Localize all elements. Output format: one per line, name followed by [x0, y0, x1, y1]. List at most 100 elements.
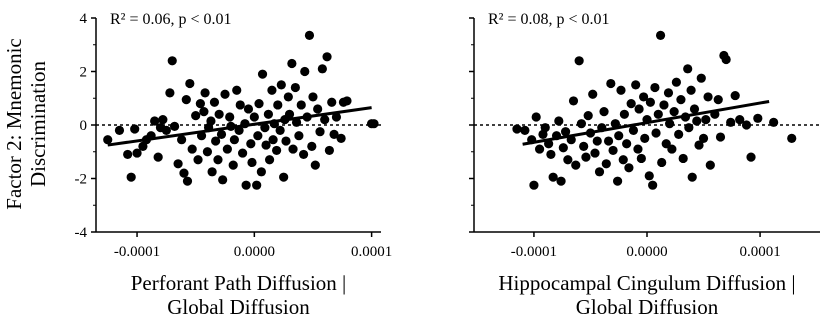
left-panel: -4 -2 0 2 4 -0.0001 0.0000 0.0001 R² = 0.06, p <… [75, 11, 393, 319]
right-data-point [531, 112, 541, 122]
left-data-point [167, 56, 177, 66]
left-data-point [238, 148, 248, 158]
right-data-point [689, 104, 700, 114]
left-data-point [225, 112, 235, 122]
right-data-point [721, 54, 731, 65]
left-data-point [247, 157, 257, 168]
right-data-point [520, 125, 530, 135]
left-data-point [214, 109, 224, 119]
left-data-point [218, 175, 228, 185]
left-data-point [273, 100, 283, 110]
left-data-point [260, 123, 270, 133]
left-data-point [103, 135, 113, 145]
left-data-point [246, 139, 256, 149]
left-data-point [296, 100, 306, 110]
left-data-point [232, 85, 242, 95]
right-data-point [753, 113, 763, 123]
left-data-point [229, 135, 239, 145]
right-data-point [678, 153, 688, 164]
left-data-point [313, 104, 323, 114]
left-data-point [317, 64, 327, 74]
right-data-point [671, 77, 681, 87]
left-data-point [256, 167, 266, 177]
right-data-point [663, 88, 674, 98]
right-data-point [726, 117, 736, 127]
right-data-point [579, 141, 589, 151]
right-data-point [669, 107, 679, 117]
right-x-tick-label: 0.0000 [626, 244, 667, 260]
left-data-point [281, 136, 291, 146]
right-data-point [592, 136, 602, 146]
left-x-axis-label-line-1: Perforant Path Diffusion | [131, 271, 347, 295]
right-data-point [683, 64, 693, 74]
left-data-point [126, 172, 136, 182]
left-data-point [191, 111, 201, 121]
right-data-point [730, 90, 740, 101]
right-data-point [741, 120, 752, 130]
left-data-point [284, 109, 295, 119]
left-data-point [206, 116, 216, 126]
left-data-point [267, 85, 277, 95]
right-data-point [703, 92, 713, 102]
left-data-point [324, 145, 334, 156]
right-data-point [554, 116, 564, 126]
right-data-point [546, 149, 556, 160]
left-data-point [252, 180, 262, 190]
right-data-point [684, 123, 694, 133]
left-data-point [177, 135, 187, 145]
right-data-point [571, 160, 581, 170]
left-data-point [300, 66, 310, 77]
right-data-point [534, 144, 545, 154]
left-data-point [179, 168, 189, 178]
right-data-point [633, 144, 643, 154]
right-data-point [636, 153, 646, 164]
left-data-point [279, 172, 289, 182]
right-data-point [583, 111, 593, 121]
left-data-point [173, 159, 183, 169]
right-data-point [558, 143, 568, 153]
left-x-tick-label: 0.0001 [351, 244, 392, 260]
right-data-point [599, 107, 609, 117]
right-data-point [634, 104, 644, 114]
right-data-point [648, 180, 658, 190]
right-data-point [603, 136, 614, 146]
left-data-point [207, 167, 217, 177]
right-data-point [619, 109, 629, 119]
left-y-tick-label: 4 [80, 11, 88, 27]
left-data-point [261, 140, 271, 150]
left-data-point [327, 97, 337, 107]
right-data-point [650, 82, 660, 93]
left-data-point [253, 131, 263, 141]
right-data-point [574, 56, 584, 66]
left-y-tick-label: -2 [75, 172, 88, 188]
right-data-point [588, 89, 598, 99]
left-x-axis-label-line-2: Global Diffusion [167, 295, 310, 319]
left-data-point [169, 121, 180, 131]
left-data-point [254, 99, 264, 109]
left-data-point [185, 78, 195, 89]
right-data-point [674, 129, 684, 139]
left-data-point [287, 58, 297, 69]
right-data-point [705, 160, 715, 170]
right-data-point [676, 94, 686, 105]
right-data-point [563, 155, 573, 165]
left-regression-line [107, 106, 372, 147]
right-x-tick-label: 0.0001 [739, 244, 780, 260]
right-data-point [640, 133, 650, 143]
left-data-point [114, 125, 125, 135]
right-data-point [560, 127, 571, 137]
left-x-tick-label: 0.0000 [234, 244, 275, 260]
right-data-point [686, 85, 696, 95]
right-x-tick-label: -0.0001 [511, 244, 557, 260]
left-data-point [288, 144, 298, 154]
left-data-point [283, 92, 293, 102]
left-data-point [249, 112, 259, 122]
left-y-tick-label: 0 [80, 118, 88, 134]
left-data-point [202, 147, 213, 157]
left-data-point [130, 124, 140, 134]
left-data-point [322, 52, 332, 62]
right-data-point [655, 30, 666, 40]
left-data-point [220, 89, 230, 99]
right-data-point [594, 167, 605, 177]
